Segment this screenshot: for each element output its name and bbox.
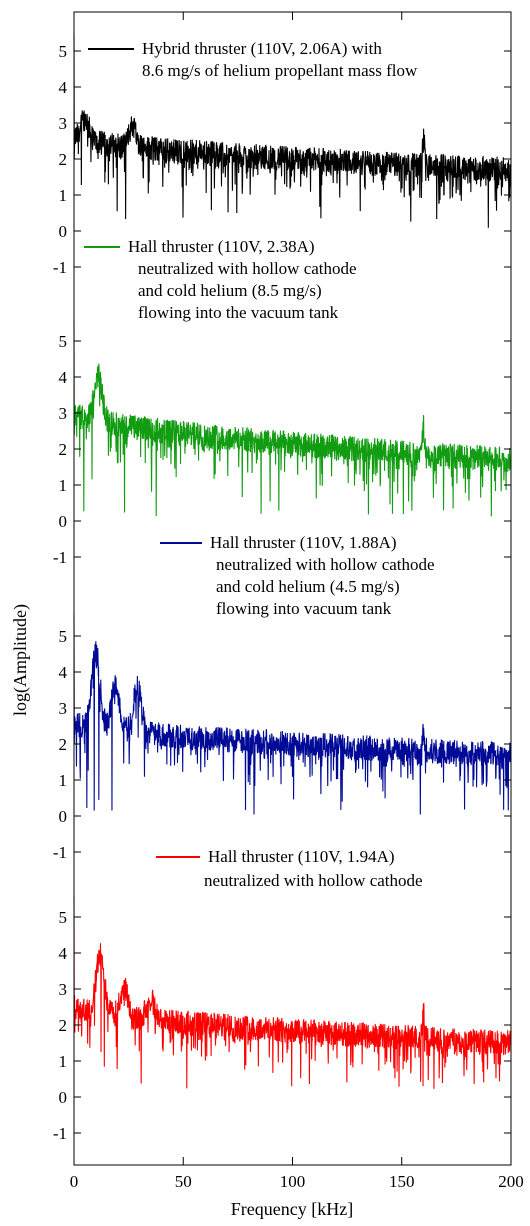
legend-text-2-2: neutralized with hollow cathode bbox=[138, 259, 357, 278]
y-tick-label: 4 bbox=[59, 368, 68, 387]
spectrum-series-2 bbox=[73, 319, 512, 517]
y-tick-label: 3 bbox=[59, 699, 68, 718]
legend-text-1-2: 8.6 mg/s of helium propellant mass flow bbox=[142, 61, 418, 80]
y-tick-label: 3 bbox=[59, 980, 68, 999]
y-tick-label: 1 bbox=[59, 186, 68, 205]
y-tick-label: 0 bbox=[59, 512, 68, 531]
spectrum-series-4 bbox=[73, 895, 512, 1089]
legend-text-3-1: Hall thruster (110V, 1.88A) bbox=[210, 533, 397, 552]
legend-text-4-2: neutralized with hollow cathode bbox=[204, 871, 423, 890]
x-tick-label: 50 bbox=[175, 1172, 192, 1191]
y-tick-label: 0 bbox=[59, 807, 68, 826]
legend-text-2-1: Hall thruster (110V, 2.38A) bbox=[128, 237, 315, 256]
y-tick-label: 1 bbox=[59, 476, 68, 495]
legend-text-3-3: and cold helium (4.5 mg/s) bbox=[216, 577, 400, 596]
y-axis-label: log(Amplitude) bbox=[10, 604, 31, 716]
legend-text-1-1: Hybrid thruster (110V, 2.06A) with bbox=[142, 39, 382, 58]
y-tick-label: 4 bbox=[59, 944, 68, 963]
y-tick-label: 2 bbox=[59, 735, 68, 754]
spectrum-series-1 bbox=[73, 32, 512, 228]
y-tick-label: 5 bbox=[59, 627, 68, 646]
y-tick-label: -1 bbox=[53, 258, 67, 277]
x-tick-label: 200 bbox=[498, 1172, 524, 1191]
y-tick-label: 3 bbox=[59, 114, 68, 133]
y-tick-label: 2 bbox=[59, 150, 68, 169]
x-axis-label: Frequency [kHz] bbox=[231, 1199, 353, 1219]
legend-text-2-4: flowing into the vacuum tank bbox=[138, 303, 339, 322]
y-tick-label: 5 bbox=[59, 42, 68, 61]
y-tick-label: 4 bbox=[59, 663, 68, 682]
y-tick-label: 5 bbox=[59, 332, 68, 351]
y-tick-label: 0 bbox=[59, 1088, 68, 1107]
x-tick-label: 0 bbox=[70, 1172, 79, 1191]
y-tick-label: -1 bbox=[53, 843, 67, 862]
y-tick-label: -1 bbox=[53, 1124, 67, 1143]
x-tick-label: 100 bbox=[280, 1172, 306, 1191]
y-tick-label: 2 bbox=[59, 440, 68, 459]
legend-text-2-3: and cold helium (8.5 mg/s) bbox=[138, 281, 322, 300]
y-tick-label: 4 bbox=[59, 78, 68, 97]
y-tick-label: 3 bbox=[59, 404, 68, 423]
legends: Hybrid thruster (110V, 2.06A) with 8.6 mg… bbox=[84, 39, 435, 890]
legend-text-3-4: flowing into vacuum tank bbox=[216, 599, 392, 618]
y-tick-label: 0 bbox=[59, 222, 68, 241]
y-tick-label: 5 bbox=[59, 908, 68, 927]
legend-text-4-1: Hall thruster (110V, 1.94A) bbox=[208, 847, 395, 866]
spectrum-series-3 bbox=[73, 614, 512, 815]
plot-content bbox=[73, 32, 512, 1089]
legend-text-3-2: neutralized with hollow cathode bbox=[216, 555, 435, 574]
y-tick-label: 1 bbox=[59, 771, 68, 790]
x-tick-label: 150 bbox=[389, 1172, 415, 1191]
y-tick-label: 1 bbox=[59, 1052, 68, 1071]
y-tick-label: -1 bbox=[53, 548, 67, 567]
y-tick-label: 2 bbox=[59, 1016, 68, 1035]
